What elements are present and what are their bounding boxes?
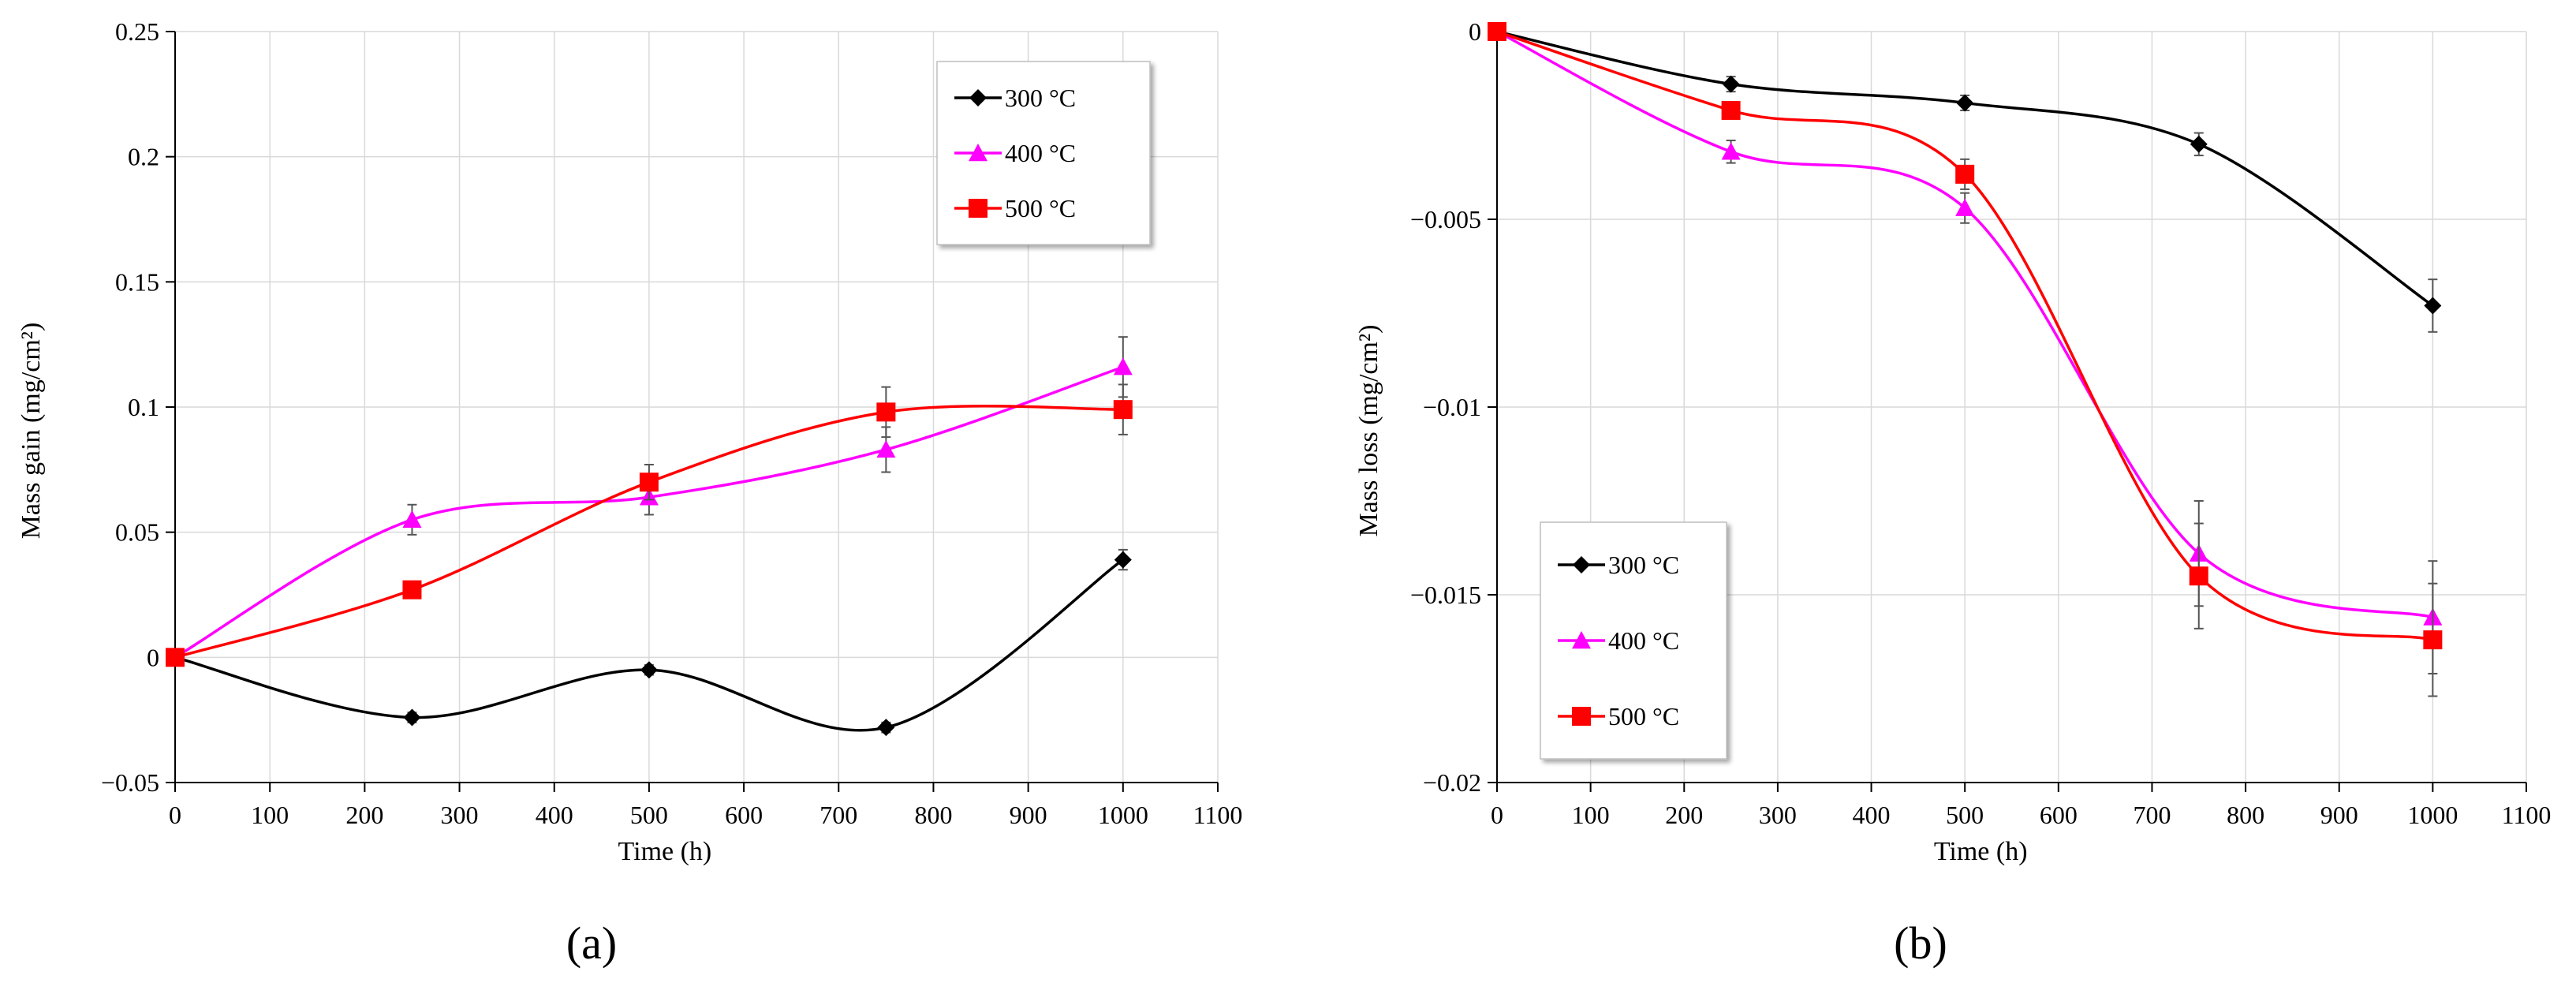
data-point: [1955, 164, 1975, 184]
data-point: [2190, 135, 2208, 153]
y-tick-label: 0.2: [128, 143, 159, 171]
data-point: [403, 708, 421, 727]
y-axis-title: Mass gain (mg/cm²): [17, 323, 46, 540]
x-tick-label: 1000: [1098, 801, 1148, 829]
x-tick-label: 100: [1572, 801, 1610, 829]
series-diamond: [1488, 23, 2442, 333]
data-point: [166, 648, 185, 667]
data-point: [1722, 75, 1740, 93]
data-point: [639, 473, 659, 492]
panel-label: (a): [566, 917, 617, 969]
x-tick-label: 900: [2320, 801, 2358, 829]
series-line: [1496, 30, 2433, 619]
x-tick-label: 200: [1665, 801, 1703, 829]
legend-item: 300 °C: [1558, 551, 1679, 579]
data-point: [640, 661, 658, 679]
legend-label: 400 °C: [1608, 626, 1679, 655]
chart-panel-b: 0 100 200 300 400 500 600 700 800 900 1000 1100 −0.0…: [1354, 17, 2551, 969]
y-tick-label: 0: [147, 643, 159, 671]
x-tick-label: 0: [1491, 801, 1503, 829]
x-tick-label: 700: [819, 801, 857, 829]
y-tick-label: 0.15: [115, 267, 159, 296]
legend-item: 500 °C: [954, 194, 1076, 222]
y-axis-title: Mass loss (mg/cm²): [1354, 325, 1383, 537]
legend-label: 300 °C: [1005, 84, 1076, 112]
data-point: [1721, 100, 1741, 120]
legend-item: 300 °C: [954, 84, 1076, 112]
y-tick-label: −0.015: [1410, 581, 1481, 609]
y-tick-label: 0.25: [115, 17, 159, 46]
x-tick-label: 800: [914, 801, 952, 829]
legend-label: 500 °C: [1608, 702, 1679, 730]
series-square: [1488, 22, 2443, 697]
y-tick-label: −0.05: [101, 768, 159, 797]
panel-label: (b): [1894, 917, 1947, 969]
legend-item: 400 °C: [954, 139, 1076, 167]
legend-marker: [1572, 631, 1591, 649]
legend-label: 500 °C: [1005, 194, 1076, 222]
data-point: [2424, 297, 2442, 315]
data-point: [1955, 198, 1975, 216]
data-point: [877, 719, 895, 737]
x-tick-label: 600: [725, 801, 763, 829]
x-tick-label: 600: [2040, 801, 2078, 829]
data-point: [1721, 142, 1741, 160]
y-tick-label: −0.02: [1423, 768, 1481, 797]
data-point: [402, 580, 422, 600]
x-tick-label: 500: [630, 801, 668, 829]
y-tick-label: 0: [1469, 17, 1481, 46]
data-point: [2423, 630, 2443, 650]
x-tick-label: 300: [441, 801, 479, 829]
x-tick-label: 400: [536, 801, 573, 829]
x-tick-label: 1100: [1193, 801, 1243, 829]
series-square: [166, 383, 1133, 667]
data-point: [2189, 566, 2208, 586]
data-point: [1113, 357, 1133, 375]
gridlines: [1497, 31, 2527, 783]
y-tick-label: −0.005: [1410, 205, 1481, 233]
data-point: [1956, 94, 1974, 112]
legend-marker: [1573, 556, 1590, 573]
legend-marker: [969, 144, 987, 162]
legend: 300 °C 400 °C 500 °C: [936, 61, 1151, 245]
y-tick-label: 0.1: [128, 393, 159, 421]
data-point: [1114, 551, 1132, 569]
y-tick-label: −0.01: [1423, 393, 1481, 421]
legend-item: 400 °C: [1558, 626, 1679, 655]
legend-label: 300 °C: [1608, 551, 1679, 579]
data-point: [876, 402, 896, 422]
legend-marker: [1572, 707, 1591, 726]
x-tick-label: 1000: [2407, 801, 2458, 829]
x-tick-label: 700: [2133, 801, 2171, 829]
legend: 300 °C 400 °C 500 °C: [1540, 521, 1727, 760]
data-point: [1488, 22, 1506, 41]
x-tick-label: 200: [345, 801, 383, 829]
legend-marker: [969, 199, 987, 218]
x-tick-label: 800: [2227, 801, 2264, 829]
x-tick-label: 400: [1853, 801, 1891, 829]
data-point: [402, 510, 422, 528]
legend-label: 400 °C: [1005, 139, 1076, 167]
x-tick-label: 300: [1759, 801, 1797, 829]
legend-item: 500 °C: [1558, 702, 1679, 730]
x-tick-label: 500: [1946, 801, 1984, 829]
x-axis-title: Time (h): [1934, 837, 2028, 866]
chart-panel-a: 0 100 200 300 400 500 600 700 800 900 1000 1100 −0.0…: [17, 17, 1242, 969]
x-tick-label: 1100: [2502, 801, 2552, 829]
x-tick-label: 900: [1010, 801, 1047, 829]
series-line: [1496, 30, 2433, 641]
x-tick-label: 100: [251, 801, 289, 829]
legend-marker: [969, 89, 987, 106]
x-tick-label: 0: [169, 801, 181, 829]
data-point: [1113, 400, 1133, 420]
y-tick-label: 0.05: [115, 518, 159, 547]
data-point: [876, 439, 896, 458]
x-axis-title: Time (h): [618, 837, 712, 866]
